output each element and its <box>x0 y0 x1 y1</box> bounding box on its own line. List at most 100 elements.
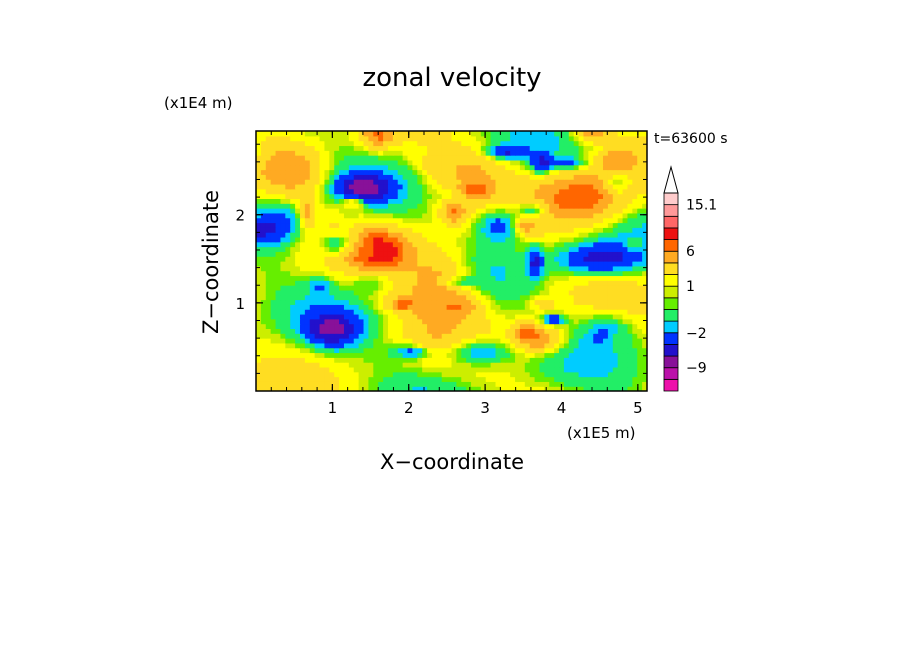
field-cell <box>446 159 453 166</box>
field-cell <box>309 323 316 329</box>
field-cell <box>573 357 580 363</box>
field-cell <box>461 333 467 339</box>
field-cell <box>471 246 477 252</box>
field-cell <box>295 328 301 334</box>
field-cell <box>632 323 638 329</box>
field-cell <box>519 366 526 373</box>
field-cell <box>578 227 585 233</box>
field-cell <box>334 179 340 185</box>
field-cell <box>544 236 550 243</box>
field-cell <box>285 381 291 387</box>
field-cell <box>622 362 629 368</box>
field-cell <box>256 150 262 156</box>
field-cell <box>422 227 428 233</box>
field-cell <box>412 289 418 296</box>
field-cell <box>275 135 282 142</box>
field-cell <box>431 357 438 363</box>
field-cell <box>583 140 589 147</box>
field-cell <box>607 251 614 257</box>
field-cell <box>373 227 379 233</box>
field-cell <box>368 285 374 291</box>
field-cell <box>436 227 443 233</box>
field-cell <box>461 285 467 291</box>
field-cell <box>363 227 370 233</box>
field-cell <box>299 381 306 387</box>
field-cell <box>627 140 633 147</box>
field-cell <box>524 362 531 368</box>
field-cell <box>466 174 472 180</box>
field-cell <box>314 313 321 320</box>
field-cell <box>549 342 555 349</box>
field-cell <box>295 198 301 204</box>
field-cell <box>436 328 443 334</box>
field-cell <box>554 328 560 334</box>
field-cell <box>427 251 433 257</box>
field-cell <box>402 342 409 349</box>
field-cell <box>299 280 306 286</box>
field-cell <box>500 280 506 286</box>
field-cell <box>466 304 472 310</box>
field-cell <box>598 261 604 267</box>
field-cell <box>363 155 370 161</box>
field-cell <box>314 347 321 354</box>
field-cell <box>515 323 521 329</box>
field-cell <box>451 280 457 286</box>
field-cell <box>475 212 482 219</box>
field-cell <box>475 193 482 199</box>
field-cell <box>461 232 467 238</box>
field-cell <box>524 241 531 248</box>
field-cell <box>343 150 350 156</box>
field-cell <box>402 135 409 142</box>
field-cell <box>612 155 619 161</box>
field-cell <box>446 208 453 214</box>
field-cell <box>270 270 277 277</box>
field-cell <box>319 304 326 310</box>
field-cell <box>358 246 365 252</box>
field-cell <box>270 285 277 291</box>
field-cell <box>524 309 531 315</box>
field-cell <box>534 236 541 243</box>
field-cell <box>383 285 389 291</box>
field-cell <box>622 193 629 199</box>
field-cell <box>573 371 580 378</box>
field-cell <box>485 217 492 224</box>
field-cell <box>627 333 633 339</box>
field-cell <box>568 217 575 224</box>
field-cell <box>519 193 526 199</box>
field-cell <box>632 256 638 262</box>
field-cell <box>324 323 330 329</box>
field-cell <box>441 342 448 349</box>
field-cell <box>260 236 267 243</box>
field-cell <box>270 222 277 228</box>
field-cell <box>427 333 433 339</box>
field-cell <box>456 155 462 161</box>
field-cell <box>642 299 647 305</box>
field-cell <box>603 294 609 301</box>
field-cell <box>319 328 326 334</box>
field-cell <box>387 313 394 320</box>
field-cell <box>500 188 506 195</box>
field-cell <box>427 313 433 320</box>
field-cell <box>612 318 619 325</box>
field-cell <box>466 318 472 325</box>
field-cell <box>617 371 624 378</box>
field-cell <box>436 333 443 339</box>
field-cell <box>295 164 301 171</box>
field-cell <box>559 362 565 368</box>
field-cell <box>260 232 267 238</box>
field-cell <box>485 227 492 233</box>
field-cell <box>519 203 526 209</box>
field-cell <box>304 371 311 378</box>
field-cell <box>578 159 585 166</box>
field-cell <box>593 275 599 281</box>
field-cell <box>339 155 345 161</box>
field-cell <box>363 299 370 305</box>
field-cell <box>588 183 594 190</box>
field-cell <box>583 342 589 349</box>
field-cell <box>373 333 379 339</box>
field-cell <box>290 386 296 391</box>
field-cell <box>539 318 545 325</box>
field-cell <box>329 366 335 373</box>
field-cell <box>343 309 350 315</box>
field-cell <box>607 217 614 224</box>
